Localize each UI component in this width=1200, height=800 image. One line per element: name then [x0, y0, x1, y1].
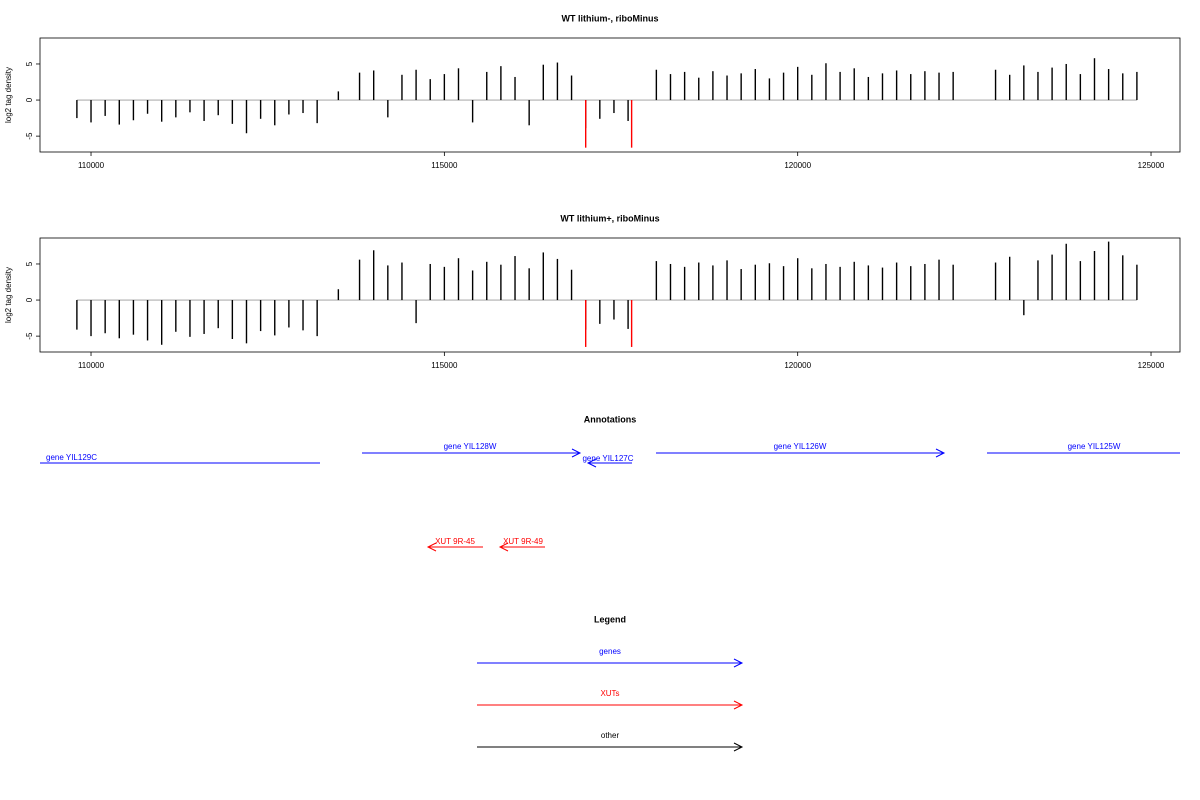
- x-tick-label: 125000: [1138, 161, 1165, 170]
- gene-label: gene YIL129C: [46, 453, 97, 462]
- xut-arrow-head: [498, 542, 509, 552]
- gene-label: gene YIL127C: [582, 454, 633, 463]
- legend-label: XUTs: [600, 689, 619, 698]
- gene-arrow-head: [571, 448, 582, 458]
- x-tick-label: 115000: [431, 161, 458, 170]
- legend-label: other: [601, 731, 620, 740]
- plot-frame: [39, 237, 1181, 353]
- gene-label: gene YIL126W: [774, 442, 827, 451]
- legend-arrow-head: [733, 742, 744, 752]
- xut-label: XUT 9R-49: [503, 537, 543, 546]
- legend-arrow-head: [733, 658, 744, 668]
- gene-label: gene YIL128W: [444, 442, 497, 451]
- y-axis-label: log2 tag density: [4, 67, 13, 123]
- x-tick-label: 110000: [78, 161, 105, 170]
- chart-title: WT lithium-, riboMinus: [562, 13, 659, 23]
- y-tick-label: 5: [25, 61, 34, 66]
- legend-label: genes: [599, 647, 621, 656]
- x-tick-label: 120000: [784, 161, 811, 170]
- y-tick-label: 0: [25, 297, 34, 302]
- gene-label: gene YIL125W: [1068, 442, 1121, 451]
- chart-title: WT lithium+, riboMinus: [560, 213, 659, 223]
- plot-frame: [39, 37, 1181, 153]
- legend-arrow-head: [733, 700, 744, 710]
- legend-title: Legend: [594, 614, 626, 624]
- y-tick-label: -5: [25, 132, 34, 140]
- x-tick-label: 120000: [784, 361, 811, 370]
- y-tick-label: 0: [25, 97, 34, 102]
- x-tick-label: 110000: [78, 361, 105, 370]
- y-axis-label: log2 tag density: [4, 267, 13, 323]
- x-tick-label: 125000: [1138, 361, 1165, 370]
- gene-arrow-head: [935, 448, 946, 458]
- gene-arrow-head: [586, 458, 597, 468]
- x-tick-label: 115000: [431, 361, 458, 370]
- annotations-title: Annotations: [584, 414, 637, 424]
- y-tick-label: 5: [25, 261, 34, 266]
- y-tick-label: -5: [25, 332, 34, 340]
- xut-arrow-head: [426, 542, 437, 552]
- xut-label: XUT 9R-45: [435, 537, 475, 546]
